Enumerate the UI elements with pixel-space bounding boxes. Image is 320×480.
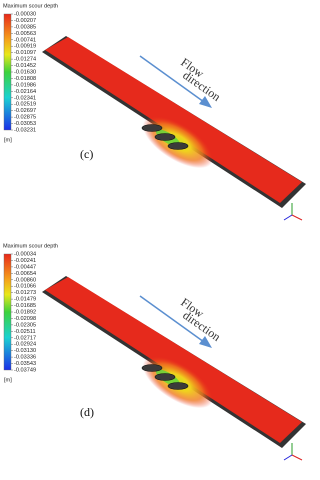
pile	[154, 133, 176, 141]
colorbar-tick-label: -0.03543	[14, 361, 36, 367]
colorbar-tick-label: -0.02511	[14, 329, 36, 335]
colorbar-tick-label: -0.00741	[14, 37, 36, 43]
colorbar-tick-label: -0.01630	[14, 69, 36, 75]
colorbar-tick-label: -0.01066	[14, 284, 36, 290]
colorbar-tick-label: -0.01685	[14, 303, 36, 309]
colorbar-tick-label: -0.02924	[14, 342, 36, 348]
colorbar	[3, 253, 12, 371]
colorbar-tick-label: -0.01097	[14, 50, 36, 56]
pile	[141, 364, 163, 372]
colorbar-tick-label: -0.00030	[14, 11, 36, 17]
pile	[141, 124, 163, 132]
colorbar-tick-label: -0.00654	[14, 271, 36, 277]
colorbar-tick-label: -0.03130	[14, 348, 36, 354]
colorbar-tick-label: -0.00919	[14, 44, 36, 50]
colorbar-tick-label: -0.02341	[14, 95, 36, 101]
colorbar-tick-label: -0.00207	[14, 18, 36, 24]
axes-triad	[283, 443, 303, 461]
colorbar-tick-label: -0.01986	[14, 82, 36, 88]
colorbar-title: Maximum scour depth	[3, 3, 58, 9]
colorbar-tick-label: -0.02164	[14, 89, 36, 95]
colorbar-tick-label: -0.00241	[14, 258, 36, 264]
pile	[167, 382, 189, 390]
flow-arrow-head	[199, 336, 212, 348]
colorbar-tick-label: -0.00034	[14, 251, 36, 257]
colorbar-tick-label: -0.00447	[14, 264, 36, 270]
colorbar-tick-label: -0.01274	[14, 57, 36, 63]
colorbar-tick-label: -0.00563	[14, 31, 36, 37]
axis-z	[283, 214, 293, 221]
colorbar-tick-label: -0.01452	[14, 63, 36, 69]
axis-z	[283, 454, 293, 461]
colorbar-tick-label: -0.00860	[14, 277, 36, 283]
colorbar-tick-label: -0.02305	[14, 322, 36, 328]
colorbar	[3, 13, 12, 131]
colorbar-tick-label: -0.01479	[14, 297, 36, 303]
colorbar-tick-label: -0.02697	[14, 108, 36, 114]
panel-label: (c)	[80, 147, 93, 161]
flow-arrow	[139, 295, 205, 343]
colorbar-tick-label: -0.01273	[14, 290, 36, 296]
axis-x	[291, 214, 303, 221]
flow-arrow	[139, 55, 205, 103]
axis-x	[291, 454, 303, 461]
colorbar-tick-label: -0.02717	[14, 335, 36, 341]
colorbar-title: Maximum scour depth	[3, 243, 58, 249]
colorbar-tick-label: -0.03336	[14, 355, 36, 361]
colorbar-unit: [m]	[4, 377, 12, 383]
colorbar-tick-label: -0.02519	[14, 102, 36, 108]
colorbar-tick-label: -0.03749	[14, 367, 36, 373]
panel-label: (d)	[80, 405, 94, 419]
flow-arrow-head	[199, 96, 212, 108]
colorbar-tick-label: -0.01808	[14, 76, 36, 82]
colorbar-tick-label: -0.02098	[14, 316, 36, 322]
panel: Maximum scour depth-0.00030-0.00207-0.00…	[3, 3, 306, 221]
panel: Maximum scour depth-0.00034-0.00241-0.00…	[3, 243, 306, 461]
colorbar-tick-label: -0.02875	[14, 115, 36, 121]
axes-triad	[283, 203, 303, 221]
colorbar-tick-label: -0.00385	[14, 24, 36, 30]
pile	[154, 373, 176, 381]
colorbar-tick-label: -0.01892	[14, 309, 36, 315]
colorbar-tick-label: -0.03053	[14, 121, 36, 127]
pile	[167, 142, 189, 150]
colorbar-tick-label: -0.03231	[14, 127, 36, 133]
colorbar-unit: [m]	[4, 137, 12, 143]
